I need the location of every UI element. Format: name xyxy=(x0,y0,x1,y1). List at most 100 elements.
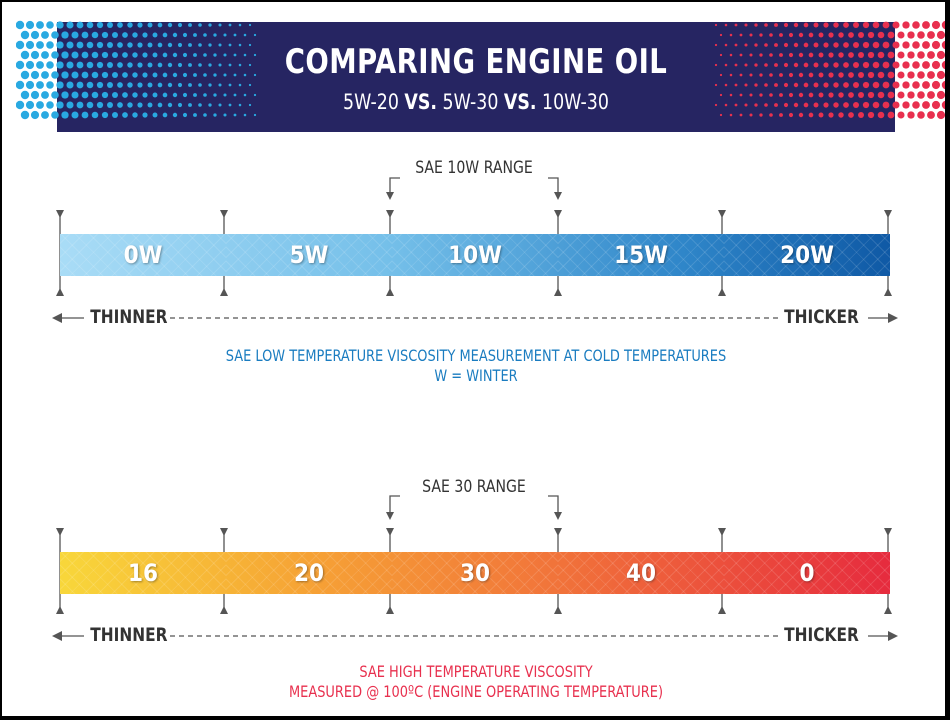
halftone-dot xyxy=(759,73,763,77)
halftone-dot xyxy=(81,51,89,59)
halftone-dot xyxy=(152,112,158,118)
halftone-dot xyxy=(25,100,35,110)
halftone-dot xyxy=(41,91,49,99)
halftone-dot xyxy=(749,113,753,117)
halftone-dot xyxy=(142,92,148,98)
halftone-dot xyxy=(803,62,809,68)
halftone-dot xyxy=(858,112,864,118)
halftone-dot xyxy=(838,72,844,78)
halftone-dot xyxy=(188,43,192,47)
halftone-dot xyxy=(51,31,59,39)
halftone-dot xyxy=(788,32,794,38)
halftone-dot xyxy=(779,33,783,37)
halftone-dot xyxy=(719,33,723,37)
halftone-dot xyxy=(897,71,905,79)
halftone-dot xyxy=(25,20,35,30)
halftone-dot xyxy=(25,40,35,50)
halftone-dot xyxy=(828,112,834,118)
halftone-dot xyxy=(137,82,143,88)
halftone-dot xyxy=(218,103,222,107)
halftone-dot xyxy=(769,33,773,37)
halftone-dot xyxy=(823,82,829,88)
halftone-dot xyxy=(808,112,814,118)
halftone-dot xyxy=(877,71,885,79)
halftone-dot xyxy=(137,62,143,68)
halftone-dot xyxy=(188,23,192,27)
halftone-dot xyxy=(107,42,113,48)
halftone-dot xyxy=(779,53,783,57)
halftone-dot xyxy=(137,22,143,28)
halftone-dot xyxy=(167,22,173,28)
halftone-dot xyxy=(142,112,148,118)
halftone-dot xyxy=(41,111,49,119)
halftone-dot xyxy=(769,93,773,97)
halftone-dot xyxy=(724,23,728,27)
page-title: COMPARING ENGINE OIL xyxy=(284,42,668,82)
halftone-dot xyxy=(101,71,109,79)
halftone-dot xyxy=(218,23,222,27)
halftone-dot xyxy=(793,42,799,48)
oil-grade-c: 10W-30 xyxy=(542,90,609,114)
cold-viscosity-bar: 0W 5W 10W 15W 20W xyxy=(60,234,890,276)
halftone-dot xyxy=(927,111,935,119)
halftone-dot xyxy=(253,33,257,37)
halftone-dot xyxy=(858,52,864,58)
halftone-dot xyxy=(86,101,94,109)
halftone-dot xyxy=(734,63,738,67)
halftone-dot xyxy=(61,51,69,59)
halftone-dot xyxy=(774,23,778,27)
halftone-dot xyxy=(172,112,178,118)
halftone-dot xyxy=(122,112,128,118)
halftone-dot xyxy=(759,33,763,37)
halftone-dot xyxy=(61,91,69,99)
hot-thicker-label: THICKER xyxy=(784,624,859,646)
halftone-dot xyxy=(132,72,138,78)
halftone-dot xyxy=(167,82,173,88)
halftone-dot xyxy=(769,113,773,117)
halftone-dot xyxy=(198,23,202,27)
halftone-dot xyxy=(729,93,733,97)
cold-grade-segment: 0W xyxy=(60,234,226,276)
halftone-dot xyxy=(838,112,844,118)
halftone-dot xyxy=(922,41,930,49)
halftone-dot xyxy=(887,71,895,79)
hot-viscosity-bar: 16 20 30 40 0 xyxy=(60,552,890,594)
halftone-dot xyxy=(51,91,59,99)
halftone-dot xyxy=(793,82,799,88)
halftone-dot xyxy=(887,111,895,119)
halftone-dot xyxy=(818,32,824,38)
halftone-dot xyxy=(714,23,718,27)
halftone-dot xyxy=(877,31,885,39)
halftone-dot xyxy=(112,112,118,118)
halftone-dot xyxy=(907,71,915,79)
halftone-dot xyxy=(774,63,778,67)
cold-thicker-label: THICKER xyxy=(784,306,859,328)
halftone-dot xyxy=(803,22,809,28)
halftone-dot xyxy=(30,30,40,40)
halftone-dot xyxy=(843,102,849,108)
halftone-dot xyxy=(818,52,824,58)
halftone-dot xyxy=(41,71,49,79)
hot-range-label: SAE 30 RANGE xyxy=(422,477,526,497)
halftone-dot xyxy=(744,83,748,87)
halftone-dot xyxy=(16,80,25,90)
halftone-dot xyxy=(223,53,227,57)
halftone-dot xyxy=(754,63,758,67)
halftone-dot xyxy=(238,43,242,47)
halftone-dot xyxy=(91,51,99,59)
halftone-dot xyxy=(882,61,890,69)
halftone-dot xyxy=(867,31,875,39)
halftone-dot xyxy=(56,41,64,49)
halftone-dot xyxy=(724,83,728,87)
halftone-dot xyxy=(112,32,118,38)
halftone-dot xyxy=(20,30,30,40)
halftone-dot xyxy=(867,111,875,119)
halftone-dot xyxy=(759,113,763,117)
halftone-dot xyxy=(793,22,799,28)
halftone-dot xyxy=(833,82,839,88)
halftone-dot xyxy=(30,110,40,120)
halftone-dot xyxy=(808,72,814,78)
halftone-dot xyxy=(71,91,79,99)
halftone-dot xyxy=(887,91,895,99)
halftone-dot xyxy=(117,62,123,68)
